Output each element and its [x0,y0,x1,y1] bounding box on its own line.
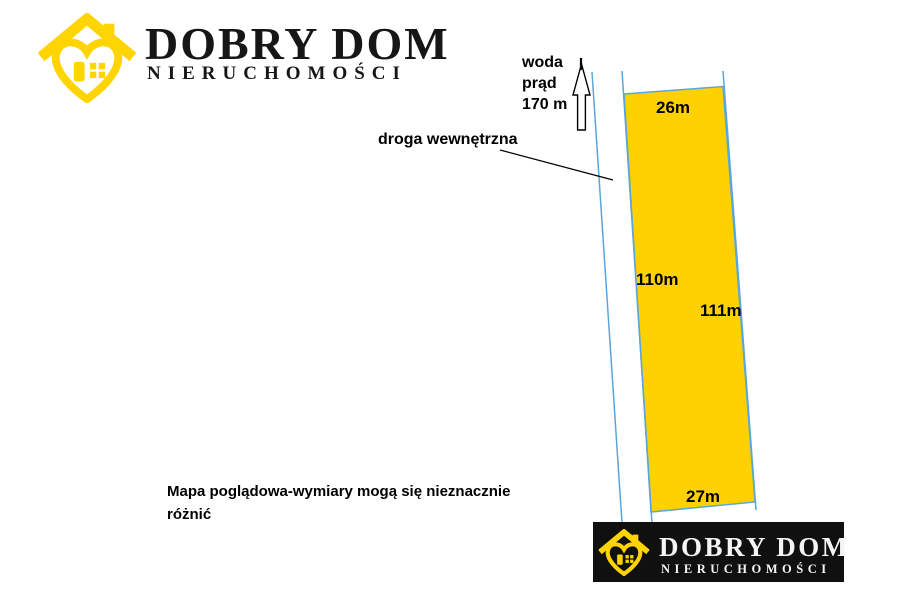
utilities-direction-arrow-icon [572,58,591,131]
disclaimer-line2: różnić [167,506,212,523]
plot-dimension-bottom: 27m [686,487,721,506]
disclaimer-note: Mapa poglądowa-wymiary mogą się nieznacz… [167,480,510,526]
footer-logo: DOBRY DOM NIERUCHOMOŚCI [593,522,847,582]
footer-brand-subtitle: NIERUCHOMOŚCI [661,562,831,576]
road-edge-right-line [621,70,653,524]
disclaimer-line1: Mapa poglądowa-wymiary mogą się nieznacz… [167,483,511,500]
utilities-note-line3: 170 m [522,96,568,113]
road-edge-left-line [591,71,623,524]
road-label: droga wewnętrzna [378,131,518,148]
plot-polygon [623,85,756,513]
footer-brand-title: DOBRY DOM [659,532,850,562]
plot-dimension-left: 110m [636,270,679,289]
plot-dimension-top: 26m [656,98,691,117]
utilities-note: woda prąd 170 m [522,52,567,115]
utilities-note-line1: woda [522,54,563,71]
utilities-note-line2: prąd [522,75,557,92]
parcel-boundary-right-line [722,70,757,511]
brand-title: DOBRY DOM [145,18,450,69]
footer-house-heart-logo-icon [598,529,650,576]
plot-dimension-right: 111m [700,301,742,320]
road-pointer-line [499,149,614,181]
brand-subtitle: NIERUCHOMOŚCI [147,63,407,84]
